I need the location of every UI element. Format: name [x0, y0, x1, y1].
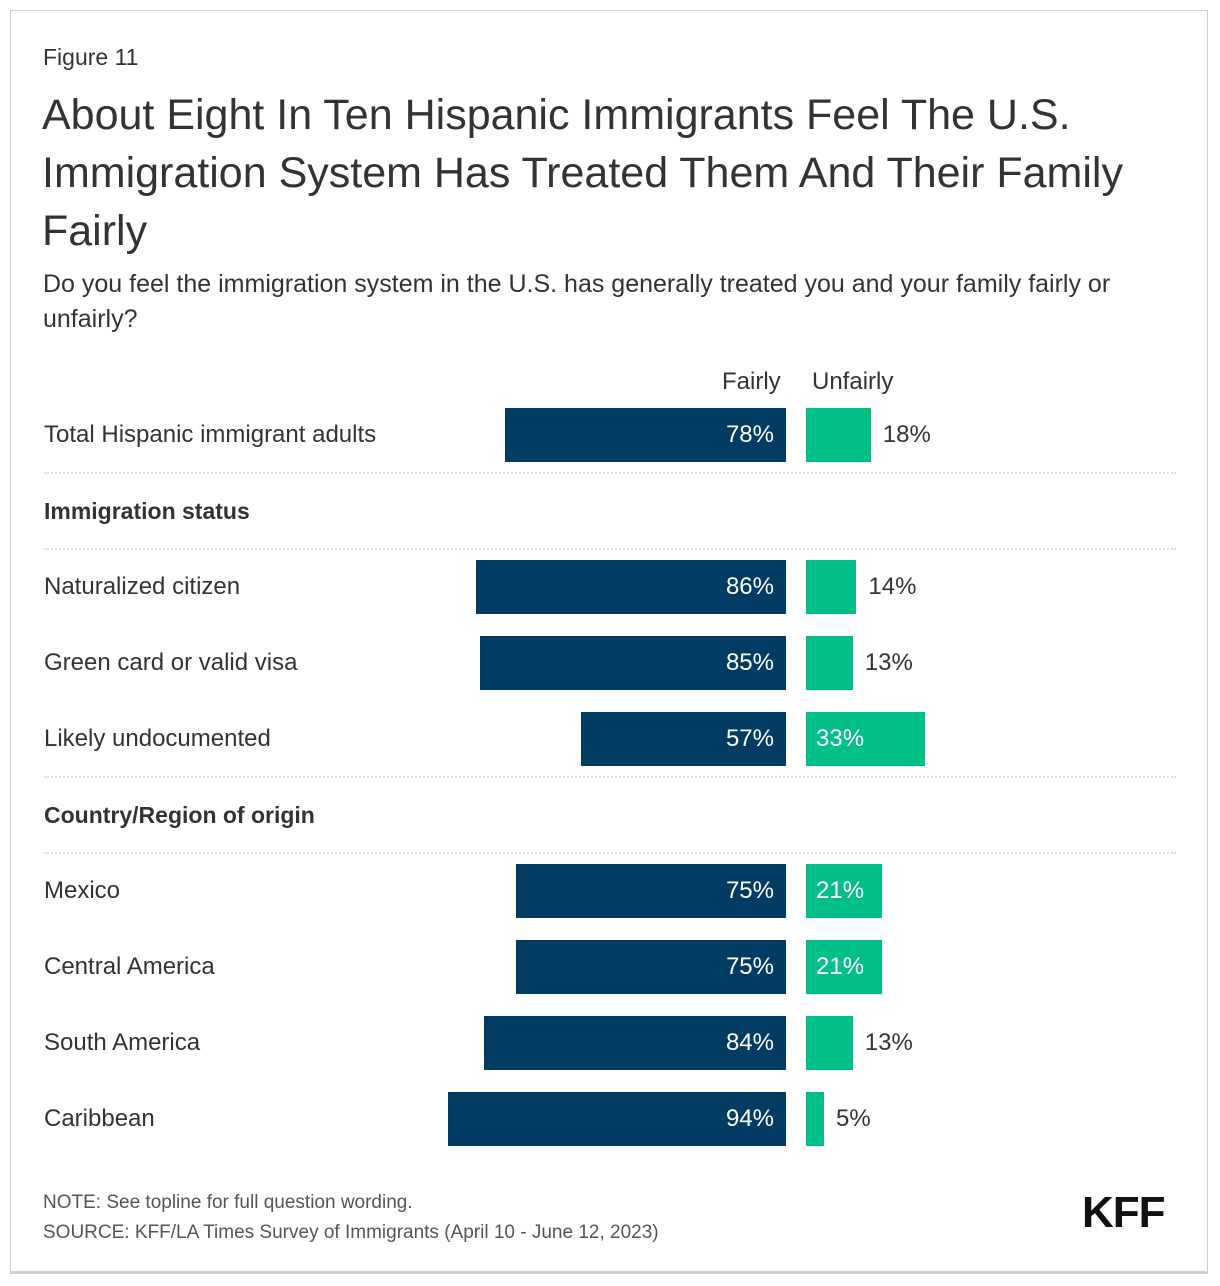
- value-label-fairly: 94%: [725, 1105, 774, 1132]
- value-label-unfairly: 21%: [816, 877, 865, 904]
- row-label: South America: [44, 1029, 201, 1056]
- bar-row: Mexico 75% 21%: [44, 853, 1176, 929]
- bar-unfairly: [806, 712, 925, 766]
- value-label-unfairly: 5%: [836, 1105, 871, 1132]
- legend-fairly: Fairly: [722, 368, 781, 395]
- value-label-unfairly: 21%: [816, 953, 865, 980]
- bar-fairly: [505, 408, 786, 462]
- figure-frame: [10, 10, 1208, 1274]
- group-header-label: Immigration status: [44, 497, 250, 524]
- source-text: SOURCE: KFF/LA Times Survey of Immigrant…: [43, 1222, 659, 1243]
- figure-label: Figure 11: [43, 44, 139, 70]
- row-label: Caribbean: [44, 1105, 155, 1132]
- footnotes: NOTE: See topline for full question word…: [43, 1188, 659, 1248]
- bar-row: Central America 75% 21%: [44, 929, 1176, 1005]
- row-label: Naturalized citizen: [44, 573, 241, 600]
- bar-row: Total Hispanic immigrant adults 78% 18%: [44, 397, 1176, 473]
- bar-fairly: [580, 712, 786, 766]
- value-label-unfairly: 14%: [868, 573, 917, 600]
- kff-logo: KFF: [1082, 1188, 1166, 1237]
- value-label-fairly: 86%: [725, 573, 774, 600]
- value-label-unfairly: 13%: [864, 649, 913, 676]
- row-label: Likely undocumented: [44, 725, 271, 752]
- bar-row: South America 84% 13%: [44, 1005, 1176, 1081]
- bar-unfairly: [806, 636, 853, 690]
- value-label-fairly: 84%: [725, 1029, 774, 1056]
- bar-fairly: [516, 940, 786, 994]
- bar-unfairly: [806, 408, 871, 462]
- value-label-unfairly: 13%: [864, 1029, 913, 1056]
- group-header: Country/Region of origin: [44, 777, 1176, 853]
- row-divider: [44, 548, 1176, 550]
- value-label-fairly: 78%: [725, 421, 774, 448]
- legend-unfairly: Unfairly: [812, 368, 894, 395]
- bar-row: Naturalized citizen 86% 14%: [44, 549, 1176, 625]
- bar-unfairly: [806, 560, 857, 614]
- value-label-fairly: 85%: [725, 649, 774, 676]
- row-label: Mexico: [44, 877, 121, 904]
- row-divider: [44, 776, 1176, 778]
- note-text: NOTE: See topline for full question word…: [43, 1192, 413, 1213]
- bar-fairly: [516, 864, 786, 918]
- row-divider: [44, 472, 1176, 474]
- row-label: Total Hispanic immigrant adults: [44, 421, 377, 448]
- bar-fairly: [447, 1092, 786, 1146]
- bar-row: Green card or valid visa 85% 13%: [44, 625, 1176, 701]
- chart-title: About Eight In Ten Hispanic Immigrants F…: [42, 91, 1123, 255]
- bar-unfairly: [806, 864, 882, 918]
- group-header: Immigration status: [44, 473, 1176, 549]
- bar-unfairly: [806, 1016, 853, 1070]
- bar-unfairly: [806, 940, 882, 994]
- bar-row: Caribbean 94% 5%: [44, 1081, 1176, 1157]
- row-label: Central America: [44, 953, 215, 980]
- group-header-label: Country/Region of origin: [44, 801, 315, 828]
- bar-fairly: [476, 560, 786, 614]
- row-divider: [44, 852, 1176, 854]
- row-label: Green card or valid visa: [44, 649, 298, 676]
- value-label-fairly: 57%: [725, 725, 774, 752]
- value-label-unfairly: 18%: [882, 421, 931, 448]
- bar-fairly: [480, 636, 786, 690]
- value-label-fairly: 75%: [725, 953, 774, 980]
- value-label-unfairly: 33%: [816, 725, 865, 752]
- bar-unfairly: [806, 1092, 824, 1146]
- bar-row: Likely undocumented 57% 33%: [44, 701, 1176, 777]
- bar-fairly: [483, 1016, 786, 1070]
- value-label-fairly: 75%: [725, 877, 774, 904]
- chart-subtitle: Do you feel the immigration system in th…: [43, 270, 1111, 333]
